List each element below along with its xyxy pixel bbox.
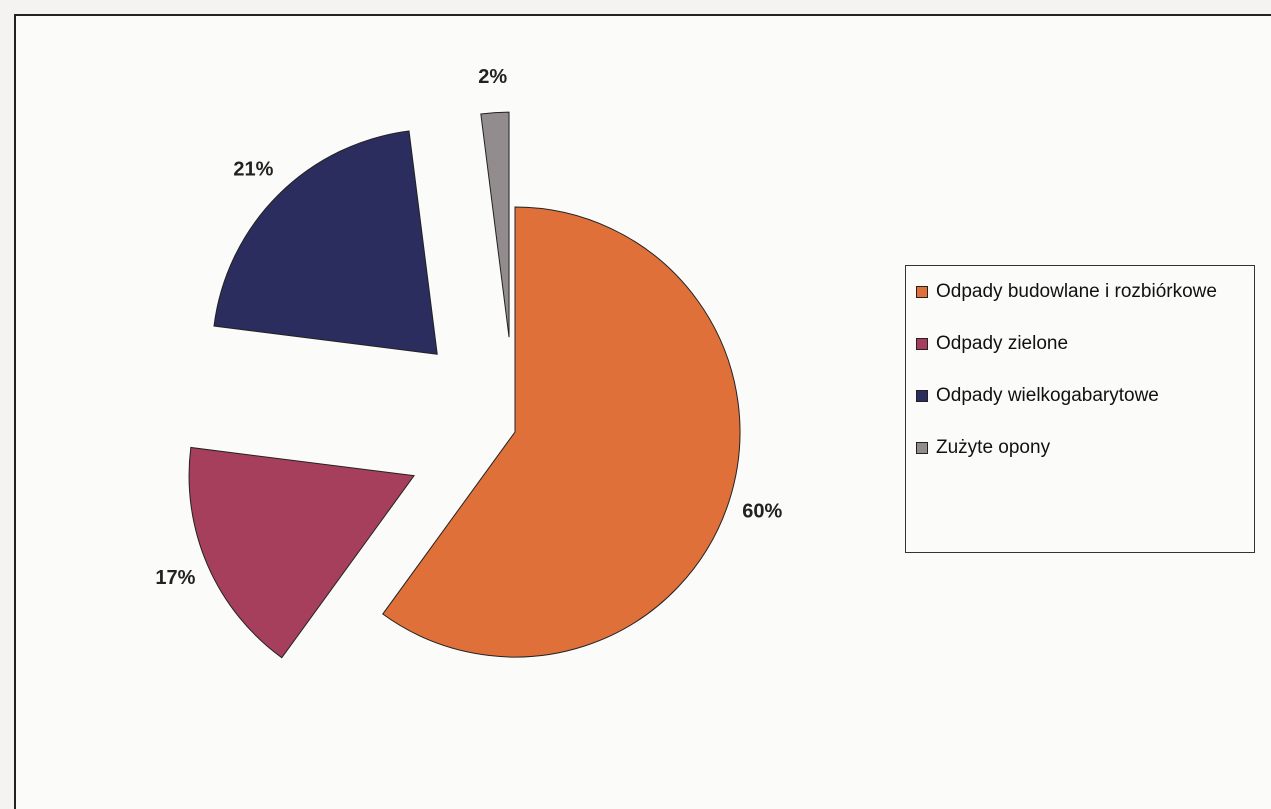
legend-label: Odpady wielkogabarytowe bbox=[936, 385, 1159, 406]
data-label: 2% bbox=[478, 66, 507, 88]
data-label: 17% bbox=[155, 567, 195, 589]
legend-swatch bbox=[916, 338, 928, 350]
legend-label: Zużyte opony bbox=[936, 437, 1051, 458]
pie-slice bbox=[382, 206, 741, 658]
legend-entry: Odpady zielone bbox=[916, 330, 1246, 358]
legend: Odpady budowlane i rozbiórkowe Odpady zie… bbox=[905, 265, 1255, 553]
legend-swatch bbox=[916, 286, 928, 298]
data-label: 60% bbox=[742, 501, 782, 523]
data-label: 21% bbox=[233, 159, 273, 181]
legend-label: Odpady budowlane i rozbiórkowe bbox=[936, 281, 1217, 302]
pie-slice bbox=[480, 111, 510, 338]
legend-label: Odpady zielone bbox=[936, 333, 1069, 354]
legend-swatch bbox=[916, 442, 928, 454]
legend-entry: Zużyte opony bbox=[916, 434, 1246, 462]
legend-entry: Odpady budowlane i rozbiórkowe bbox=[916, 278, 1246, 306]
pie-slice bbox=[213, 130, 438, 355]
legend-swatch bbox=[916, 390, 928, 402]
legend-entry: Odpady wielkogabarytowe bbox=[916, 382, 1246, 410]
pie-slice bbox=[188, 446, 415, 659]
